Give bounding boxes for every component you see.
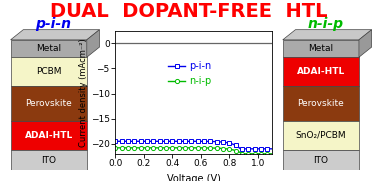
Polygon shape <box>359 30 372 57</box>
Polygon shape <box>11 30 99 40</box>
Polygon shape <box>11 40 87 57</box>
p-i-n <box>194 140 198 142</box>
n-i-p <box>263 153 268 155</box>
p-i-n <box>113 140 118 142</box>
n-i-p <box>149 147 154 149</box>
Polygon shape <box>11 86 87 121</box>
p-i-n <box>270 148 274 150</box>
Polygon shape <box>283 86 359 121</box>
p-i-n <box>263 148 268 150</box>
p-i-n <box>238 148 243 150</box>
Polygon shape <box>283 30 372 40</box>
Polygon shape <box>283 150 359 170</box>
n-i-p <box>206 147 211 149</box>
p-i-n <box>259 148 263 150</box>
Y-axis label: Current density (mAcm⁻²): Current density (mAcm⁻²) <box>79 38 88 147</box>
Polygon shape <box>11 150 87 170</box>
Polygon shape <box>11 57 87 86</box>
p-i-n <box>143 140 148 142</box>
Line: p-i-n: p-i-n <box>113 139 274 151</box>
n-i-p <box>143 147 148 149</box>
Text: ADAI-HTL: ADAI-HTL <box>25 131 73 140</box>
Text: ITO: ITO <box>41 155 56 165</box>
Line: n-i-p: n-i-p <box>113 146 274 156</box>
Text: DUAL  DOPANT-FREE  HTL: DUAL DOPANT-FREE HTL <box>50 2 328 21</box>
n-i-p <box>242 153 246 155</box>
Text: ADAI-HTL: ADAI-HTL <box>297 67 345 76</box>
Text: SnO₂/PCBM: SnO₂/PCBM <box>296 131 346 140</box>
Polygon shape <box>283 121 359 150</box>
n-i-p <box>259 153 263 155</box>
n-i-p <box>270 153 274 155</box>
n-i-p <box>113 147 118 149</box>
Text: Perovskite: Perovskite <box>297 99 344 108</box>
Polygon shape <box>283 57 359 86</box>
p-i-n <box>149 140 154 142</box>
n-i-p <box>194 147 198 149</box>
Polygon shape <box>283 40 359 57</box>
X-axis label: Voltage (V): Voltage (V) <box>167 174 221 181</box>
Text: n-i-p: n-i-p <box>307 17 343 31</box>
Legend: p-i-n, n-i-p: p-i-n, n-i-p <box>164 58 215 90</box>
Text: Metal: Metal <box>308 44 333 53</box>
Text: PCBM: PCBM <box>36 67 62 76</box>
Polygon shape <box>87 30 99 57</box>
Text: Metal: Metal <box>36 44 61 53</box>
Text: p-i-n: p-i-n <box>35 17 71 31</box>
Text: ITO: ITO <box>313 155 328 165</box>
p-i-n <box>206 140 211 142</box>
Text: Perovskite: Perovskite <box>25 99 72 108</box>
Polygon shape <box>11 121 87 150</box>
